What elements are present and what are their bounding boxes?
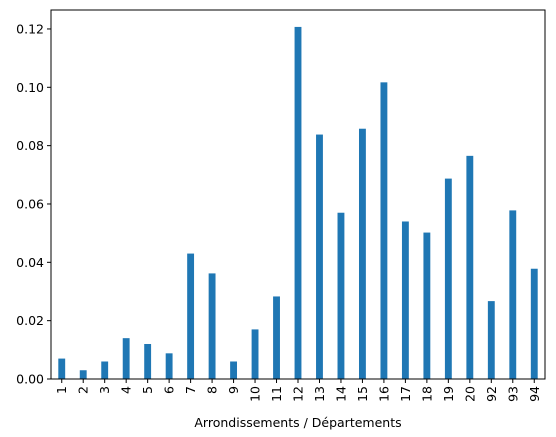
bar-8 <box>208 273 216 379</box>
y-tick-label-0.00: 0.00 <box>16 372 44 387</box>
y-tick-label-0.02: 0.02 <box>16 313 44 328</box>
y-tick-label-0.10: 0.10 <box>16 80 44 95</box>
x-tick-label-10: 10 <box>248 386 263 402</box>
x-axis: 1 2 3 4 5 6 7 8 9 10 11 12 13 14 15 16 17 18 19 20 92 93 94 <box>54 379 542 402</box>
bar-3 <box>101 361 109 379</box>
bar-18 <box>423 232 431 379</box>
x-axis-label: Arrondissements / Départements <box>194 415 401 430</box>
bar-1 <box>58 358 66 379</box>
bar-93 <box>509 210 517 379</box>
x-tick-label-7: 7 <box>183 386 198 394</box>
bar-6 <box>165 353 173 379</box>
x-tick-label-15: 15 <box>355 386 370 402</box>
x-tick-label-3: 3 <box>97 386 112 394</box>
x-tick-label-1: 1 <box>54 386 69 394</box>
x-tick-label-92: 92 <box>484 386 499 402</box>
x-tick-label-9: 9 <box>226 386 241 394</box>
x-tick-label-94: 94 <box>527 386 542 402</box>
y-axis: 0.00 0.02 0.04 0.06 0.08 0.10 0.12 <box>16 21 51 387</box>
bar-19 <box>444 178 452 379</box>
bar-14 <box>337 212 345 379</box>
bar-2 <box>79 370 87 379</box>
bar-12 <box>294 26 302 379</box>
x-tick-label-17: 17 <box>398 386 413 402</box>
y-tick-label-0.06: 0.06 <box>16 196 44 211</box>
plot-frame <box>50 9 546 380</box>
y-tick-label-0.04: 0.04 <box>16 255 44 270</box>
bar-11 <box>273 296 280 379</box>
y-tick-label-0.12: 0.12 <box>16 21 44 36</box>
bar-7 <box>187 253 195 379</box>
x-tick-label-11: 11 <box>269 386 284 402</box>
x-tick-label-19: 19 <box>441 386 456 402</box>
bar-10 <box>251 329 259 379</box>
y-tick-label-0.08: 0.08 <box>16 138 44 153</box>
bars-group <box>58 26 538 380</box>
x-tick-label-2: 2 <box>76 386 91 394</box>
x-tick-label-93: 93 <box>505 386 520 402</box>
bar-4 <box>122 338 130 379</box>
x-tick-label-13: 13 <box>312 386 327 402</box>
bar-20 <box>466 155 474 379</box>
x-tick-label-20: 20 <box>462 386 477 402</box>
bar-13 <box>316 134 323 379</box>
x-tick-label-8: 8 <box>205 386 220 394</box>
bar-16 <box>380 82 388 380</box>
x-tick-label-4: 4 <box>119 386 134 394</box>
bar-9 <box>230 361 238 379</box>
x-tick-label-12: 12 <box>291 386 306 402</box>
x-tick-label-14: 14 <box>333 386 348 402</box>
x-tick-label-6: 6 <box>162 386 177 394</box>
bar-15 <box>358 128 366 379</box>
bar-94 <box>530 268 538 379</box>
x-tick-label-18: 18 <box>419 386 434 402</box>
x-tick-label-16: 16 <box>376 386 391 402</box>
bar-5 <box>144 343 152 379</box>
bar-17 <box>401 221 409 379</box>
bar-92 <box>487 301 495 379</box>
x-tick-label-5: 5 <box>140 386 155 394</box>
